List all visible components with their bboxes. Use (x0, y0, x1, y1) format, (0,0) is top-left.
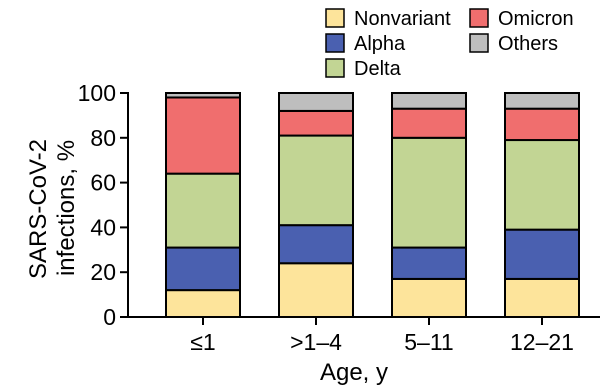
legend-swatch (469, 8, 489, 28)
y-axis-title-line2: infections, % (53, 140, 80, 276)
bar-segment-nonvariant (504, 277, 580, 319)
x-tick-label: 12–21 (510, 329, 574, 355)
bar-segment-omicron (504, 107, 580, 142)
legend-swatch (325, 8, 345, 28)
bar-segment-alpha (278, 224, 354, 265)
x-axis-title: Age, y (320, 359, 388, 385)
bar-stack (391, 92, 467, 319)
legend-item-omicron: Omicron (469, 8, 574, 30)
y-tick-label: 60 (90, 170, 116, 196)
bar-area (165, 92, 580, 319)
y-tick-label: 40 (90, 214, 116, 240)
legend-label: Others (498, 33, 558, 55)
bar-stack (165, 92, 241, 318)
x-tick-label: >1–4 (290, 329, 342, 355)
bar-segment-alpha (165, 246, 241, 292)
bar-segment-nonvariant (278, 262, 354, 318)
y-axis-title-line1: SARS-CoV-2 (25, 139, 52, 279)
y-tick-label: 20 (90, 259, 116, 285)
bar-segment-alpha (391, 246, 467, 280)
legend-label: Alpha (354, 33, 406, 55)
bar-segment-alpha (504, 228, 580, 280)
y-tick-label: 0 (103, 304, 116, 330)
legend-label: Omicron (498, 8, 574, 30)
bar-segment-nonvariant (391, 277, 467, 319)
x-tick-label: 5–11 (404, 329, 453, 355)
legend-item-delta: Delta (325, 58, 402, 80)
bar-segment-nonvariant (165, 289, 241, 318)
bar-segment-others (391, 92, 467, 110)
legend-item-alpha: Alpha (325, 33, 406, 55)
bar-segment-omicron (278, 109, 354, 137)
bar-stack (278, 92, 354, 318)
bar-segment-delta (165, 172, 241, 249)
y-tick-label: 100 (78, 80, 116, 106)
bar-segment-others (278, 92, 354, 112)
bar-segment-omicron (391, 107, 467, 139)
legend-label: Nonvariant (354, 8, 451, 30)
x-axis: ≤1 >1–4 5–11 12–21 (127, 316, 600, 355)
bar-segment-others (165, 92, 241, 99)
y-tick-label: 80 (90, 125, 116, 151)
legend-swatch (325, 33, 345, 53)
bar-segment-others (504, 92, 580, 110)
bar-segment-delta (391, 136, 467, 249)
x-tick-label: ≤1 (190, 329, 215, 355)
legend-swatch (325, 58, 345, 78)
legend-item-nonvariant: Nonvariant (325, 8, 451, 30)
bar-segment-omicron (165, 96, 241, 175)
bar-segment-delta (278, 134, 354, 227)
legend-item-others: Others (469, 33, 558, 55)
legend: Nonvariant Alpha Delta Omicron Others (325, 8, 574, 80)
bar-segment-delta (504, 139, 580, 231)
legend-swatch (469, 33, 489, 53)
bar-stack (504, 92, 580, 319)
y-axis: 0 20 40 60 80 100 (78, 80, 129, 330)
legend-label: Delta (354, 58, 402, 80)
